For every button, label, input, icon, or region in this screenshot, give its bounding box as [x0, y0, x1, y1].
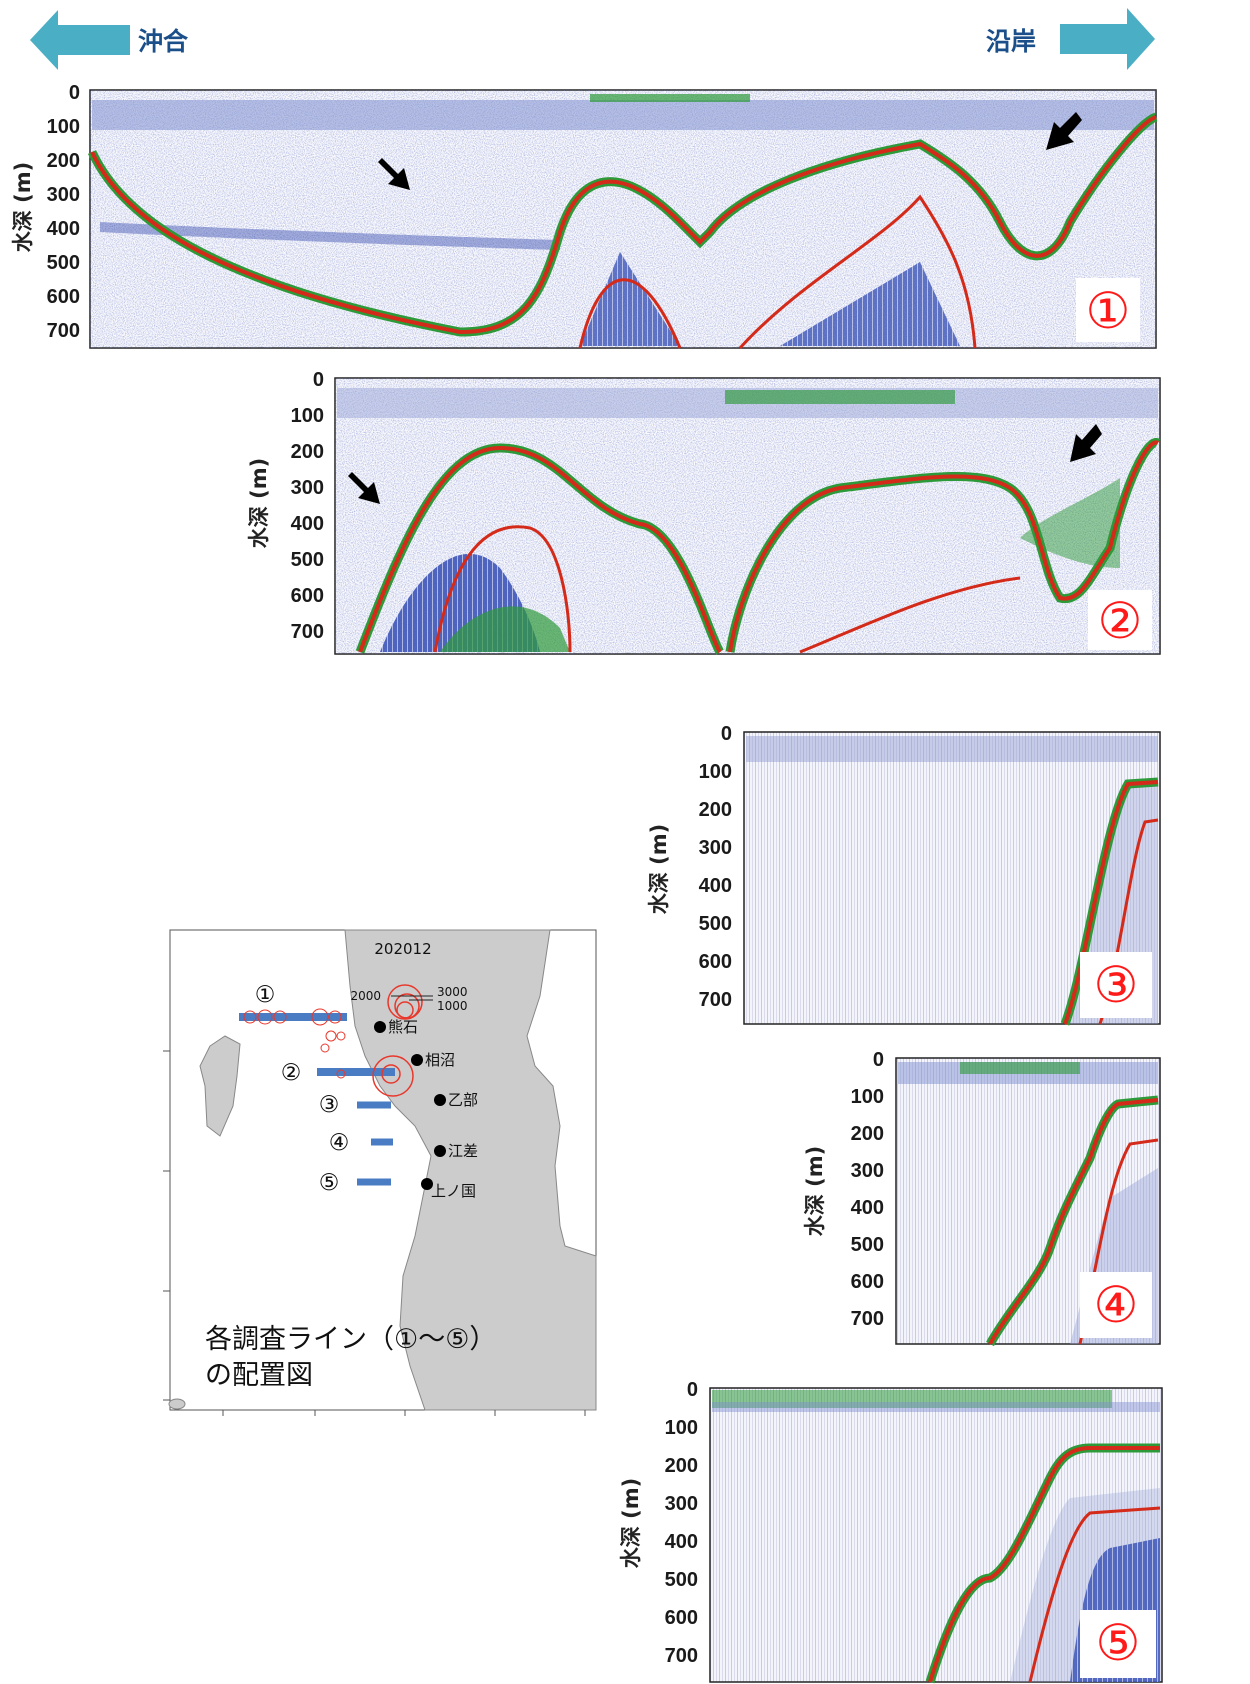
- port-label: 相沼: [425, 1051, 455, 1069]
- island: [199, 1035, 241, 1137]
- arrow-marker-icon: [1046, 112, 1082, 150]
- svg-text:2000: 2000: [350, 989, 381, 1003]
- tick-label: 400: [291, 513, 324, 535]
- port-label: 熊石: [388, 1018, 418, 1036]
- coastal-arrow: [1060, 8, 1155, 70]
- tick-label: 0: [721, 723, 732, 745]
- tick-label: 400: [699, 875, 732, 897]
- panel-number: ③: [1094, 956, 1139, 1014]
- tick-label: 500: [699, 913, 732, 935]
- svg-text:①: ①: [255, 982, 276, 1008]
- echogram-2: 水深 (m) 0 100 200 300 400 500 600 700 ②: [240, 368, 1164, 658]
- map-caption-line-2: の配置図: [205, 1360, 313, 1391]
- tick-label: 300: [851, 1160, 884, 1182]
- survey-map-plot: 202012 2000 3000 1000 ① ②: [163, 929, 597, 1418]
- coastal-label: 沿岸: [986, 27, 1037, 56]
- svg-text:④: ④: [329, 1130, 350, 1156]
- echogram-3: 水深 (m) 0 100 200 300 400 500 600 700 ③: [640, 722, 1164, 1030]
- svg-text:1000: 1000: [437, 999, 468, 1013]
- tick-label: 0: [873, 1049, 884, 1071]
- tick-label: 700: [851, 1308, 884, 1330]
- tick-label: 200: [699, 799, 732, 821]
- tick-label: 200: [665, 1455, 698, 1477]
- tick-label: 300: [699, 837, 732, 859]
- map-caption-line-1: 各調査ライン（①〜⑤）: [205, 1324, 497, 1355]
- tick-label: 600: [47, 286, 80, 308]
- survey-line-1: ①: [239, 982, 347, 1053]
- size-legend: 2000 3000 1000: [350, 984, 468, 1020]
- tick-label: 600: [851, 1271, 884, 1293]
- tick-label: 200: [47, 150, 80, 172]
- survey-line-5: ⑤: [319, 1170, 391, 1196]
- echogram-1: 水深 (m) 0 100 200 300 400 500 600 700 ①: [0, 82, 1160, 352]
- svg-text:⑤: ⑤: [319, 1170, 340, 1196]
- tick-label: 300: [47, 184, 80, 206]
- svg-text:3000: 3000: [437, 985, 468, 999]
- survey-line-2: ②: [281, 1055, 414, 1097]
- depth-ticks: 0 100 200 300 400 500 600 700: [665, 1379, 698, 1667]
- port-label: 江差: [448, 1142, 478, 1160]
- panel-number: ①: [1086, 282, 1131, 340]
- port-markers: 熊石 相沼 乙部 江差 上ノ国: [374, 1018, 478, 1200]
- tick-label: 300: [665, 1493, 698, 1515]
- tick-label: 600: [699, 951, 732, 973]
- tick-label: 500: [291, 549, 324, 571]
- offshore-arrow: [30, 10, 130, 70]
- tick-label: 100: [291, 405, 324, 427]
- arrow-marker-icon: [1070, 424, 1102, 462]
- tick-label: 0: [69, 82, 80, 104]
- tick-label: 100: [699, 761, 732, 783]
- tick-label: 100: [665, 1417, 698, 1439]
- tick-label: 700: [291, 621, 324, 643]
- offshore-label: 沖合: [138, 27, 189, 56]
- panel-number: ④: [1094, 1276, 1139, 1334]
- port-label: 上ノ国: [431, 1182, 476, 1200]
- tick-label: 0: [313, 369, 324, 391]
- echogram-5: 水深 (m) 0 100 200 300 400 500 600 700 ⑤: [610, 1378, 1164, 1684]
- arrow-marker-icon: [348, 472, 380, 504]
- map-caption: 各調査ライン（①〜⑤） の配置図: [205, 1322, 565, 1394]
- echogram-1-plot: 0 100 200 300 400 500 600 700 ①: [47, 82, 1158, 350]
- survey-line-4: ④: [329, 1130, 393, 1156]
- survey-map: 202012 2000 3000 1000 ① ②: [155, 926, 605, 1418]
- tick-label: 200: [851, 1123, 884, 1145]
- tick-label: 400: [47, 218, 80, 240]
- survey-line-3: ③: [319, 1092, 391, 1118]
- tick-label: 600: [665, 1607, 698, 1629]
- echogram-5-plot: 0 100 200 300 400 500 600 700 ⑤: [665, 1379, 1163, 1684]
- tick-label: 0: [687, 1379, 698, 1401]
- tick-label: 600: [291, 585, 324, 607]
- depth-ticks: 0 100 200 300 400 500 600 700: [291, 369, 324, 643]
- tick-label: 500: [665, 1569, 698, 1591]
- arrow-marker-icon: [378, 158, 410, 190]
- svg-text:②: ②: [281, 1060, 302, 1086]
- tick-label: 400: [665, 1531, 698, 1553]
- tick-label: 700: [665, 1645, 698, 1667]
- echogram-2-plot: 0 100 200 300 400 500 600 700 ②: [291, 369, 1161, 655]
- tick-label: 500: [851, 1234, 884, 1256]
- echogram-4-plot: 0 100 200 300 400 500 600 700 ④: [851, 1049, 1161, 1347]
- depth-ticks: 0 100 200 300 400 500 600 700: [699, 723, 732, 1011]
- tick-label: 200: [291, 441, 324, 463]
- arrow-right-icon: [1060, 8, 1155, 70]
- tick-label: 700: [47, 320, 80, 342]
- land-area: [344, 929, 597, 1411]
- map-title: 202012: [374, 940, 431, 958]
- tick-label: 100: [851, 1086, 884, 1108]
- tick-label: 500: [47, 252, 80, 274]
- port-label: 乙部: [448, 1091, 478, 1109]
- panel-number: ②: [1098, 592, 1143, 650]
- echogram-4: 水深 (m) 0 100 200 300 400 500 600 700 ④: [800, 1048, 1164, 1348]
- arrow-left-icon: [30, 10, 130, 70]
- echogram-3-plot: 0 100 200 300 400 500 600 700 ③: [699, 723, 1161, 1026]
- svg-text:③: ③: [319, 1092, 340, 1118]
- tick-label: 100: [47, 116, 80, 138]
- depth-ticks: 0 100 200 300 400 500 600 700: [851, 1049, 884, 1330]
- depth-ticks: 0 100 200 300 400 500 600 700: [47, 82, 80, 342]
- tick-label: 700: [699, 989, 732, 1011]
- tick-label: 300: [291, 477, 324, 499]
- panel-number: ⑤: [1096, 1614, 1141, 1672]
- tick-label: 400: [851, 1197, 884, 1219]
